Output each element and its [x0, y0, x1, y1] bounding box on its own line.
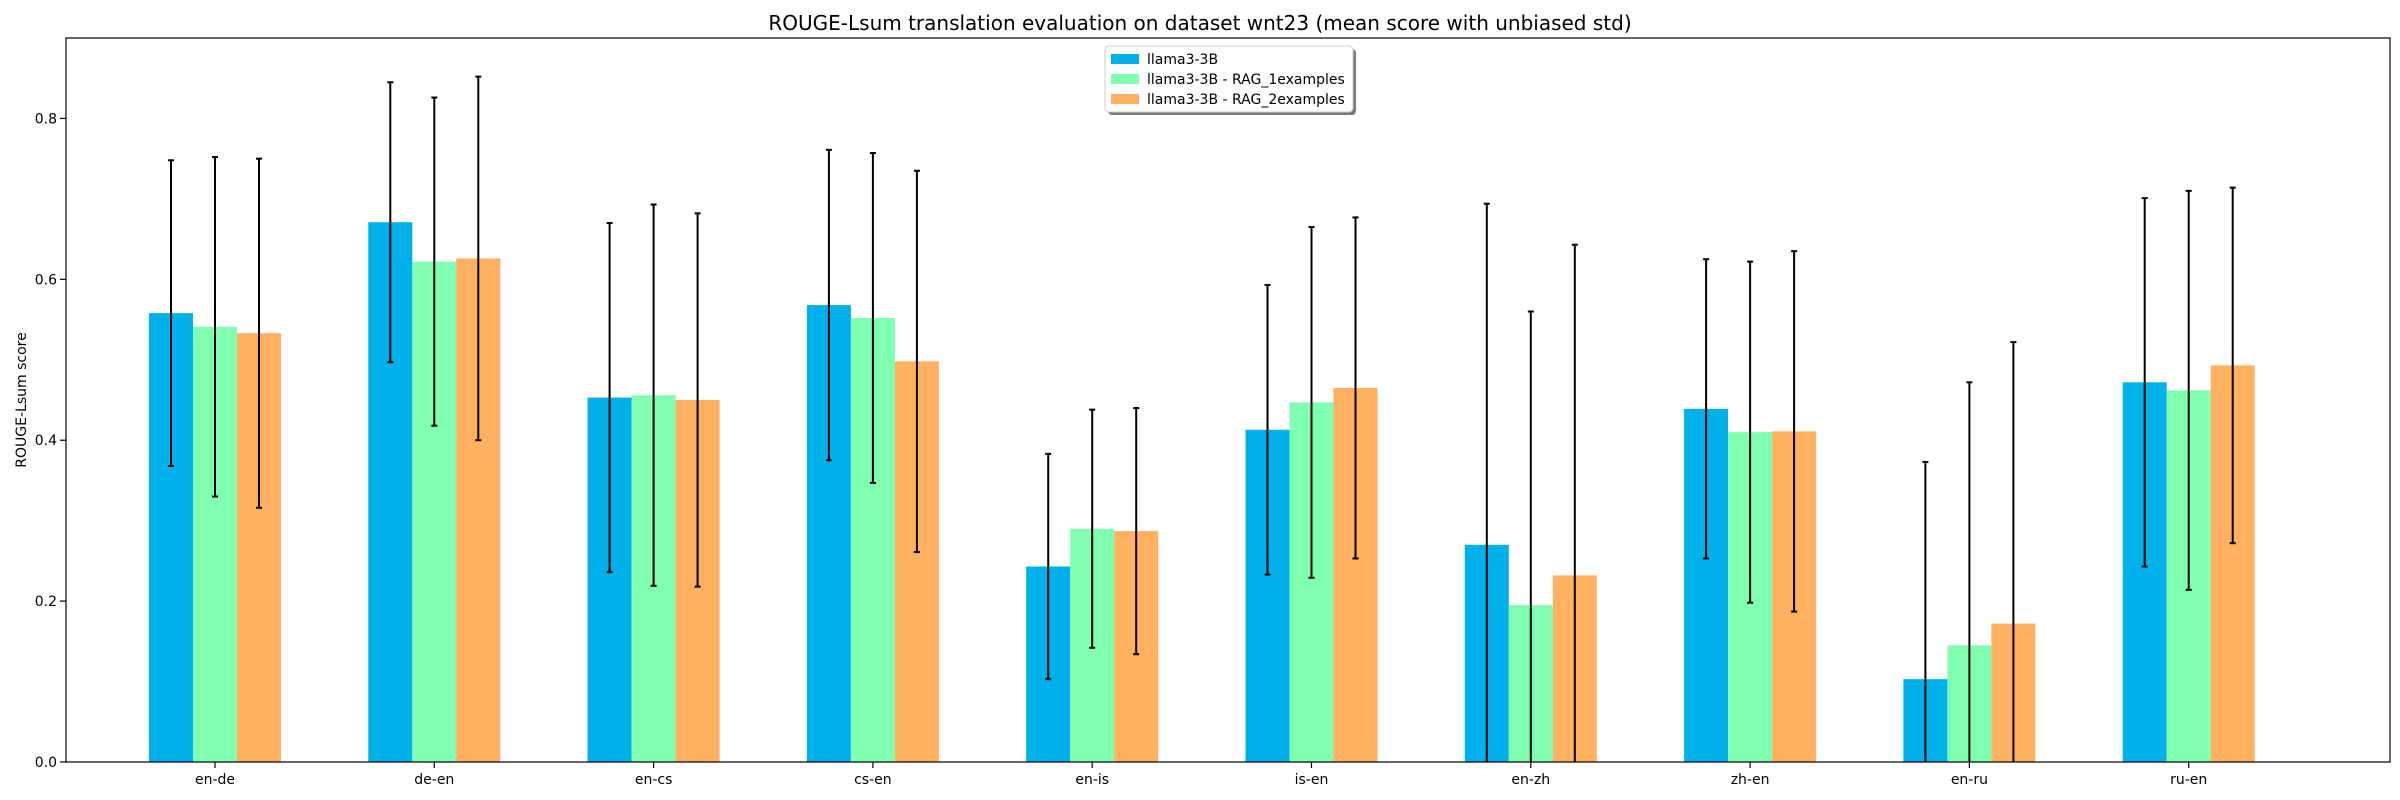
- legend: llama3-3B llama3-3B - RAG_1examples llama3…: [1104, 45, 1356, 115]
- error-bar-is-en-series-3: [1352, 216, 1359, 560]
- y-tick-label: 0.4: [35, 433, 57, 449]
- x-tick-label-ru-en: ru-en: [2170, 772, 2207, 788]
- error-bar-en-cs-series-1: [606, 222, 613, 574]
- bars-layer: [149, 222, 2255, 763]
- legend-swatch-series-3: [1111, 94, 1139, 104]
- y-axis-label: ROUGE-Lsum score: [14, 332, 30, 467]
- legend-label-series-1: llama3-3B: [1147, 52, 1218, 68]
- y-tick-label: 0.2: [35, 594, 57, 610]
- error-bar-en-zh-series-3: [1571, 243, 1578, 762]
- x-tick-label-is-en: is-en: [1295, 772, 1329, 788]
- error-bar-en-de-series-3: [256, 157, 262, 509]
- legend-swatch-series-1: [1111, 54, 1139, 64]
- error-bar-de-en-series-1: [387, 81, 394, 364]
- error-bar-en-ru-series-1: [1922, 460, 1929, 762]
- error-bar-ru-en-series-1: [2141, 197, 2148, 568]
- error-bar-ru-en-series-2: [2185, 189, 2192, 591]
- error-bar-is-en-series-1: [1264, 283, 1271, 576]
- legend-label-series-3: llama3-3B - RAG_2examples: [1147, 92, 1345, 108]
- x-tick-label-en-is: en-is: [1075, 772, 1109, 788]
- chart-title: ROUGE-Lsum translation evaluation on dat…: [768, 11, 1631, 35]
- x-tick-label-en-zh: en-zh: [1511, 772, 1550, 788]
- error-bar-zh-en-series-3: [1791, 250, 1798, 613]
- legend-box: [1104, 45, 1354, 113]
- error-bar-en-zh-series-2: [1527, 310, 1534, 762]
- error-bars-layer: [168, 75, 2236, 762]
- plot-frame: [65, 37, 2391, 763]
- y-tick-label: 0.0: [35, 755, 57, 771]
- legend-label-series-2: llama3-3B - RAG_1examples: [1147, 72, 1345, 88]
- error-bar-cs-en-series-3: [913, 169, 920, 554]
- error-bar-en-de-series-2: [212, 156, 218, 498]
- error-bar-en-cs-series-3: [694, 212, 701, 588]
- x-tick-label-zh-en: zh-en: [1731, 772, 1770, 788]
- x-tick-label-en-de: en-de: [195, 772, 235, 788]
- error-bar-zh-en-series-1: [1703, 258, 1710, 560]
- error-bar-de-en-series-2: [431, 96, 438, 427]
- error-bar-en-de-series-1: [168, 159, 174, 467]
- error-bar-cs-en-series-2: [869, 152, 876, 484]
- error-bar-en-is-series-1: [1045, 452, 1052, 681]
- error-bar-ru-en-series-3: [2229, 186, 2236, 545]
- error-bar-is-en-series-2: [1308, 226, 1315, 579]
- x-axis-ticks: en-de de-en en-cs cs-en en-is is-en en-zh zh-en…: [195, 762, 2207, 788]
- y-tick-label: 0.6: [35, 272, 57, 288]
- error-bar-de-en-series-3: [475, 75, 482, 442]
- error-bar-zh-en-series-2: [1747, 260, 1754, 604]
- error-bar-en-zh-series-1: [1483, 202, 1490, 762]
- y-axis-ticks: 0.0 0.2 0.4 0.6 0.8: [35, 111, 66, 771]
- x-tick-label-en-cs: en-cs: [635, 772, 673, 788]
- error-bar-en-is-series-2: [1089, 408, 1096, 649]
- error-bar-en-ru-series-3: [2010, 341, 2017, 762]
- x-tick-label-en-ru: en-ru: [1951, 772, 1988, 788]
- x-tick-label-cs-en: cs-en: [854, 772, 892, 788]
- error-bar-en-cs-series-2: [650, 203, 657, 587]
- error-bar-cs-en-series-1: [825, 148, 832, 462]
- x-tick-label-de-en: de-en: [414, 772, 454, 788]
- legend-swatch-series-2: [1111, 74, 1139, 84]
- error-bar-en-is-series-3: [1133, 407, 1140, 656]
- error-bar-en-ru-series-2: [1966, 381, 1973, 762]
- y-tick-label: 0.8: [35, 111, 57, 127]
